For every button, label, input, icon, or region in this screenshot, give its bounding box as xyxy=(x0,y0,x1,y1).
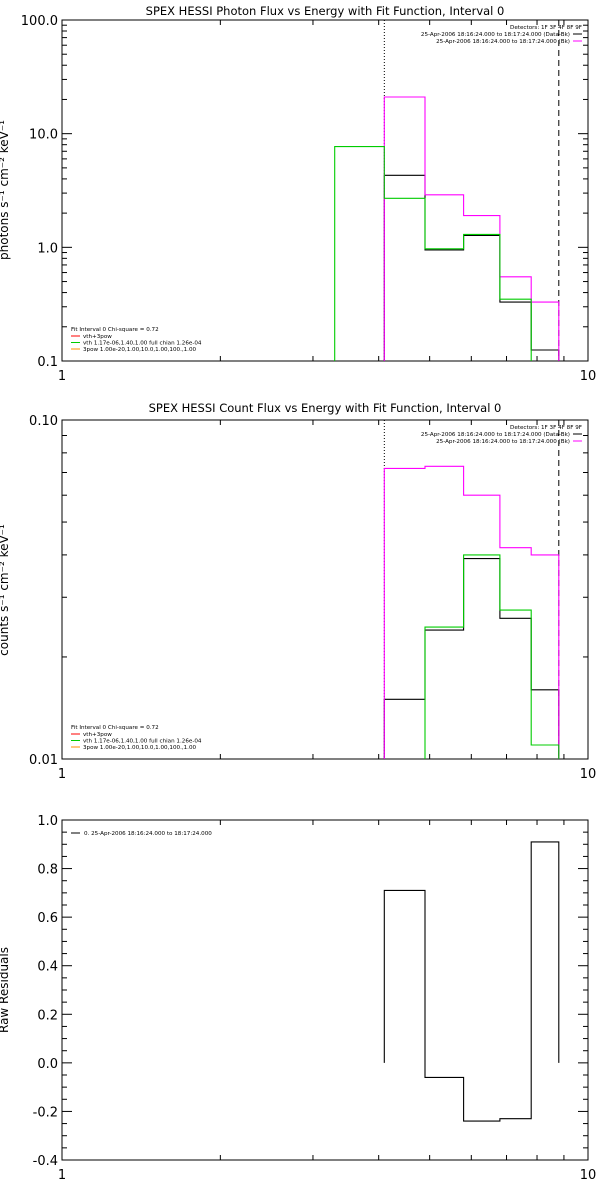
y-tick-label: 0.6 xyxy=(37,911,58,926)
fit-legend-entry: vth+3pow xyxy=(83,732,112,738)
y-tick-label: 10.0 xyxy=(29,128,58,143)
y-tick-label: 0.10 xyxy=(29,414,58,429)
y-axis-label: photons s⁻¹ cm⁻² keV⁻¹ xyxy=(0,120,11,260)
series-line-1 xyxy=(383,558,560,759)
legend-entry: 25-Apr-2006 18:16:24.000 to 18:17:24.000… xyxy=(421,432,570,438)
x-tick-label: 10 xyxy=(580,369,597,384)
series-line-3 xyxy=(334,146,532,361)
legend-entry: 25-Apr-2006 18:16:24.000 to 18:17:24.000… xyxy=(436,439,570,445)
legend-header: Detectors: 1F 3F 4F 8F 9F xyxy=(510,25,582,31)
y-tick-label: -0.4 xyxy=(33,1154,58,1169)
plot-frame xyxy=(61,419,589,760)
y-tick-label: 0.01 xyxy=(29,753,58,768)
series-line-1 xyxy=(383,841,560,1122)
fit-legend-header: Fit Interval 0 Chi-square = 0.72 xyxy=(71,327,159,333)
fit-legend-entry: 3pow 1.00e-20,1.00,10.0,1.00,100.,1.00 xyxy=(83,347,197,353)
chart-panel-1: SPEX HESSI Photon Flux vs Energy with Fi… xyxy=(0,4,596,384)
y-tick-label: 0.2 xyxy=(37,1008,58,1023)
y-tick-label: 1.0 xyxy=(37,814,58,829)
x-tick-label: 1 xyxy=(58,1168,66,1183)
chart-title: SPEX HESSI Photon Flux vs Energy with Fi… xyxy=(146,4,505,18)
chart-title: SPEX HESSI Count Flux vs Energy with Fit… xyxy=(149,401,502,415)
plot-frame xyxy=(61,19,589,362)
chart-panel-3: Raw Residuals 1 10 -0.4 -0.2 0.0 0.2 0.4 0.6 0.8 1… xyxy=(0,814,596,1183)
fit-legend-header: Fit Interval 0 Chi-square = 0.72 xyxy=(71,725,159,731)
legend-entry: 25-Apr-2006 18:16:24.000 to 18:17:24.000… xyxy=(436,39,570,45)
fit-legend-entry: vth+3pow xyxy=(83,334,112,340)
series-line-2 xyxy=(383,465,560,759)
y-tick-label: 0.1 xyxy=(37,355,58,370)
x-tick-label: 10 xyxy=(580,767,597,782)
y-tick-label: 0.8 xyxy=(37,863,58,878)
legend-entry: 0. 25-Apr-2006 18:16:24.000 to 18:17:24.… xyxy=(84,831,212,837)
y-tick-label: 0.4 xyxy=(37,960,58,975)
y-tick-label: 1.0 xyxy=(37,241,58,256)
fit-legend-entry: vth 1.17e-06,1.40,1.00 full chian 1.26e-… xyxy=(83,341,202,347)
x-tick-label: 10 xyxy=(580,1168,597,1183)
series-line-1 xyxy=(383,174,560,361)
series-line-3 xyxy=(424,554,560,759)
series-line-2 xyxy=(383,96,560,361)
legend-header: Detectors: 1F 3F 4F 8F 9F xyxy=(510,425,582,431)
y-tick-label: 100.0 xyxy=(21,14,58,29)
fit-legend-entry: 3pow 1.00e-20,1.00,10.0,1.00,100.,1.00 xyxy=(83,745,197,751)
chart-panel-2: SPEX HESSI Count Flux vs Energy with Fit… xyxy=(0,401,596,782)
legend-entry: 25-Apr-2006 18:16:24.000 to 18:17:24.000… xyxy=(421,32,570,38)
y-tick-label: 0.0 xyxy=(37,1057,58,1072)
y-axis-label: counts s⁻¹ cm⁻² keV⁻¹ xyxy=(0,524,11,656)
x-tick-label: 1 xyxy=(58,369,66,384)
x-tick-label: 1 xyxy=(58,767,66,782)
fit-legend-entry: vth 1.17e-06,1.40,1.00 full chian 1.26e-… xyxy=(83,739,202,745)
y-tick-label: -0.2 xyxy=(33,1105,58,1120)
plot-frame xyxy=(61,819,589,1161)
y-axis-label: Raw Residuals xyxy=(0,947,11,1033)
